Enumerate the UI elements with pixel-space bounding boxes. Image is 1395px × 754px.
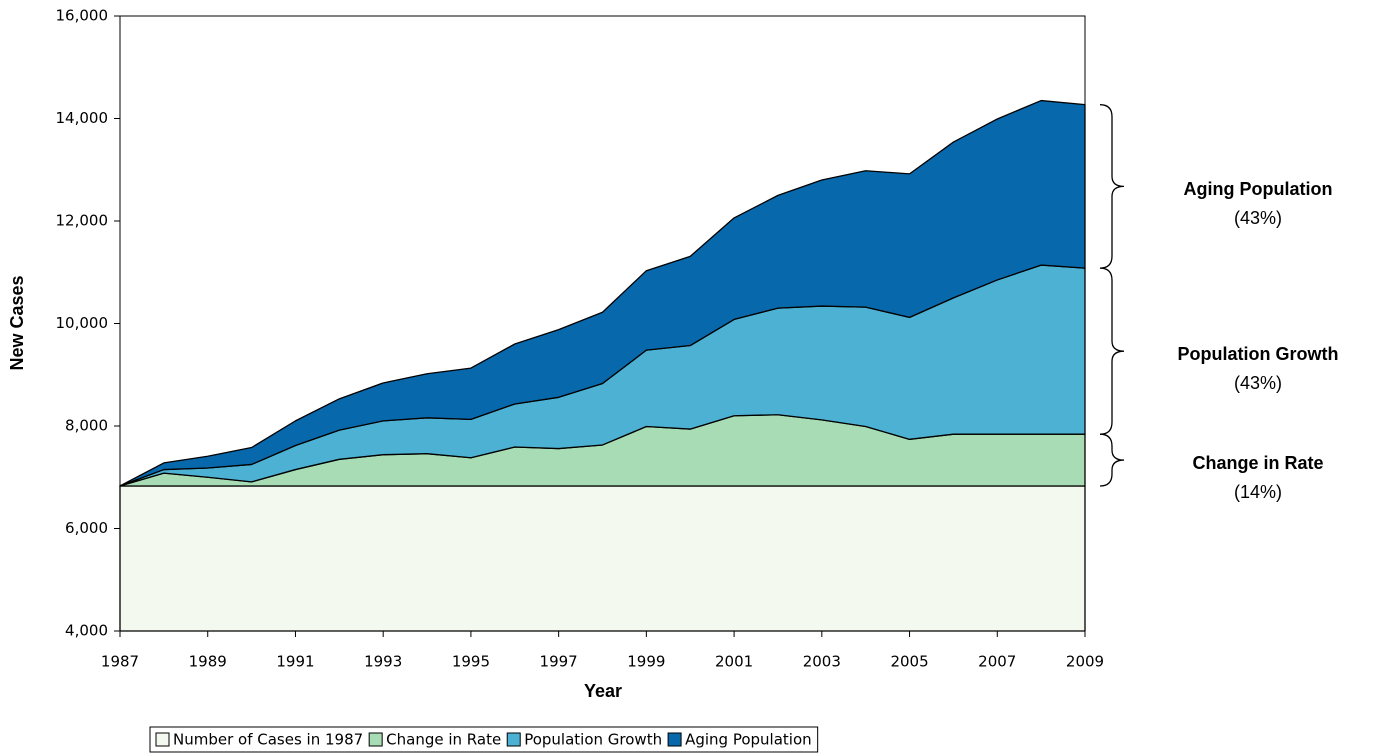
- y-tick-label: 8,000: [65, 417, 108, 435]
- x-axis-title: Year: [584, 681, 622, 701]
- annotation-label: Population Growth: [1178, 344, 1339, 364]
- brace: [1099, 267, 1125, 435]
- y-axis-title: New Cases: [7, 275, 27, 370]
- y-tick-label: 10,000: [56, 314, 109, 332]
- area: [119, 485, 1086, 632]
- brace: [1099, 104, 1125, 269]
- x-tick-label: 2001: [715, 653, 753, 671]
- annotation-share: (43%): [1234, 208, 1282, 228]
- x-tick-label: 1991: [276, 653, 314, 671]
- legend-swatch: [368, 732, 383, 747]
- x-tick-label: 1993: [364, 653, 402, 671]
- legend-label: Population Growth: [524, 731, 662, 749]
- x-tick-label: 2009: [1066, 653, 1104, 671]
- annotation-share: (43%): [1234, 373, 1282, 393]
- legend-swatch: [506, 732, 521, 747]
- y-tick-label: 6,000: [65, 519, 108, 537]
- legend-label: Change in Rate: [386, 731, 501, 749]
- x-tick-label: 2007: [978, 653, 1016, 671]
- legend-swatch: [667, 732, 682, 747]
- y-tick-label: 4,000: [65, 622, 108, 640]
- legend-frame: [149, 726, 819, 753]
- y-tick-label: 16,000: [56, 7, 109, 25]
- x-tick-label: 2005: [890, 653, 928, 671]
- legend-swatch: [155, 732, 170, 747]
- annotation-share: (14%): [1234, 482, 1282, 502]
- brace: [1099, 433, 1125, 487]
- x-tick-label: 1995: [452, 653, 490, 671]
- y-tick-label: 14,000: [56, 109, 109, 127]
- annotation-label: Aging Population: [1184, 179, 1333, 199]
- x-tick-label: 1989: [189, 653, 227, 671]
- annotation-label: Change in Rate: [1192, 453, 1323, 473]
- x-tick-label: 1987: [101, 653, 139, 671]
- legend: Number of Cases in 1987 Change in Rate Pop…: [149, 726, 819, 753]
- legend-label: Number of Cases in 1987: [173, 731, 363, 749]
- x-tick-label: 1999: [627, 653, 665, 671]
- y-tick-label: 12,000: [56, 212, 109, 230]
- legend-label: Aging Population: [685, 731, 812, 749]
- x-tick-label: 2003: [803, 653, 841, 671]
- x-tick-label: 1997: [540, 653, 578, 671]
